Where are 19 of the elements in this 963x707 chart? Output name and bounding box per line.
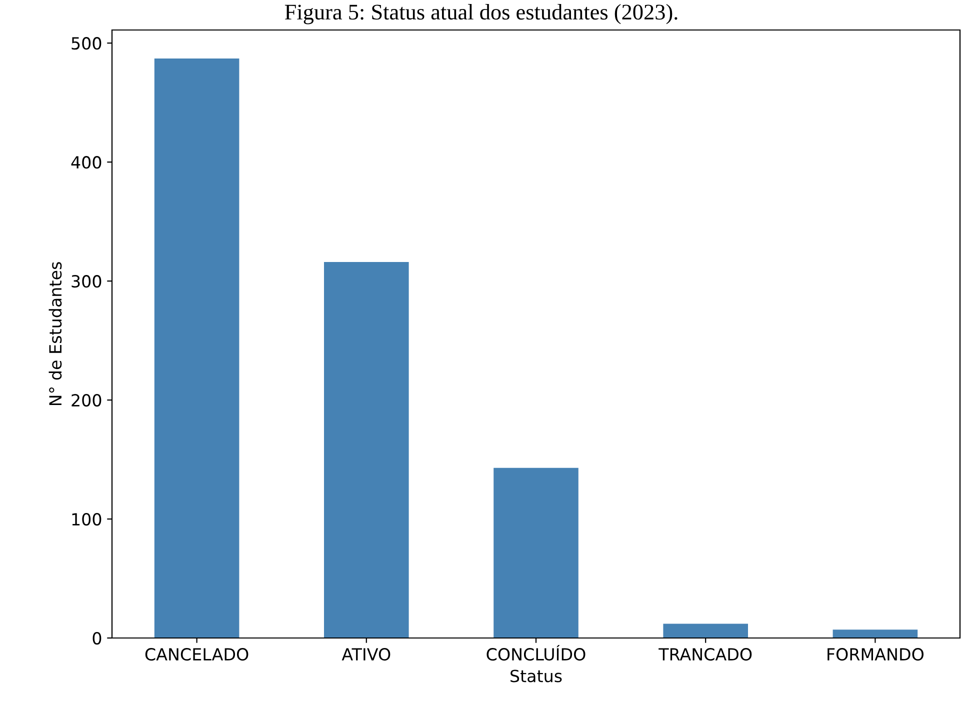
y-tick-label: 0: [92, 632, 102, 645]
x-tick-label: CANCELADO: [145, 648, 248, 661]
x-tick-label: TRANCADO: [658, 648, 752, 661]
y-tick-label: 100: [72, 512, 102, 526]
bar: [832, 630, 918, 638]
x-axis-title: Status: [510, 670, 562, 682]
y-axis-title: N° de Estudantes: [48, 262, 62, 406]
x-tick-label: FORMANDO: [828, 648, 924, 661]
chart-title: Figura 5: Status atual dos estudantes (2023).: [284, 4, 678, 24]
y-tick-label: 300: [72, 275, 102, 288]
bar: [324, 262, 409, 638]
bar: [663, 624, 748, 638]
bar: [494, 468, 578, 638]
y-tick-label: 500: [72, 37, 102, 50]
x-tick-label: ATIVO: [342, 648, 390, 661]
bar: [154, 58, 240, 638]
y-tick-label: 200: [72, 394, 102, 407]
y-tick-label: 400: [71, 156, 102, 169]
x-tick-label: CONCLUÍDO: [486, 644, 586, 661]
